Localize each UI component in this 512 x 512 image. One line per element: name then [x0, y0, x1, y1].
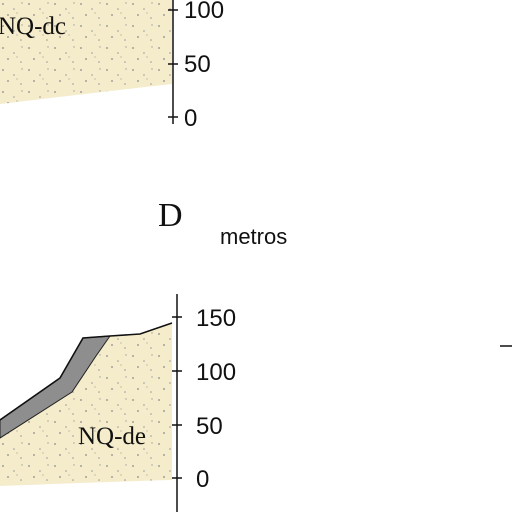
panel-letter: D: [158, 197, 183, 234]
top-tick-label-100: 100: [184, 0, 224, 24]
sediment-texture: [0, 323, 172, 486]
top-unit-label: NQ-dc: [0, 13, 66, 40]
axis-unit-label: metros: [220, 224, 287, 249]
top-tick-label-50: 50: [184, 51, 211, 78]
ground-surface-line: [0, 322, 173, 421]
top-tick-label-0: 0: [184, 105, 197, 132]
unit-label: NQ-de: [78, 423, 146, 450]
top-profile: 100 50 0 NQ-dc: [0, 0, 224, 132]
tick-label-100: 100: [196, 359, 236, 386]
top-sediment-texture: [0, 0, 172, 104]
panel-d: D metros 150 100 50 0 NQ-de: [0, 197, 512, 512]
tick-label-150: 150: [196, 305, 236, 332]
tick-label-50: 50: [196, 413, 223, 440]
tick-label-0: 0: [196, 466, 209, 493]
